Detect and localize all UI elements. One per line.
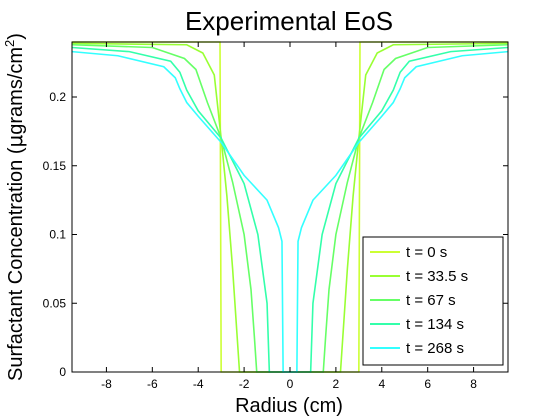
y-axis-label-suffix: ) (5, 33, 27, 40)
legend-items: t = 0 s t = 33.5 s t = 67 s t = 134 s t = 26… (370, 244, 468, 357)
legend: t = 0 s t = 33.5 s t = 67 s t = 134 s t = 26… (362, 236, 504, 366)
legend-label-3: t = 134 s (406, 316, 464, 333)
x-axis-label: Radius (cm) (235, 395, 343, 417)
ticks-layer: -8 -6 -4 -2 0 2 4 6 8 0 0.05 0.1 0.15 0.2 (43, 42, 508, 391)
y-tick-label: 0.1 (49, 228, 66, 242)
y-tick-label: 0.05 (43, 296, 67, 310)
x-tick-label: 6 (424, 377, 431, 391)
y-tick-label: 0.15 (43, 159, 67, 173)
x-tick-label: 4 (378, 377, 385, 391)
legend-label-1: t = 33.5 s (406, 268, 468, 285)
chart-title: Experimental EoS (185, 6, 393, 36)
y-axis-label-prefix: Surfactant Concentration ( (5, 147, 27, 381)
y-axis-label-superscript: 2 (2, 40, 17, 47)
y-axis-label-unit: grams/cm (5, 47, 27, 135)
legend-label-0: t = 0 s (406, 244, 447, 261)
x-tick-label: 0 (287, 377, 294, 391)
x-tick-label: 8 (470, 377, 477, 391)
x-tick-label: 2 (333, 377, 340, 391)
legend-label-4: t = 268 s (406, 340, 464, 357)
x-tick-label: -2 (239, 377, 250, 391)
y-tick-label: 0 (59, 365, 66, 379)
x-tick-label: -6 (147, 377, 158, 391)
x-tick-label: -4 (193, 377, 204, 391)
x-tick-label: -8 (101, 377, 112, 391)
y-axis-label: Surfactant Concentration (μgrams/cm2) (2, 33, 27, 381)
legend-label-2: t = 67 s (406, 292, 456, 309)
y-axis-label-mu: μ (3, 134, 27, 147)
y-tick-label: 0.2 (49, 90, 66, 104)
